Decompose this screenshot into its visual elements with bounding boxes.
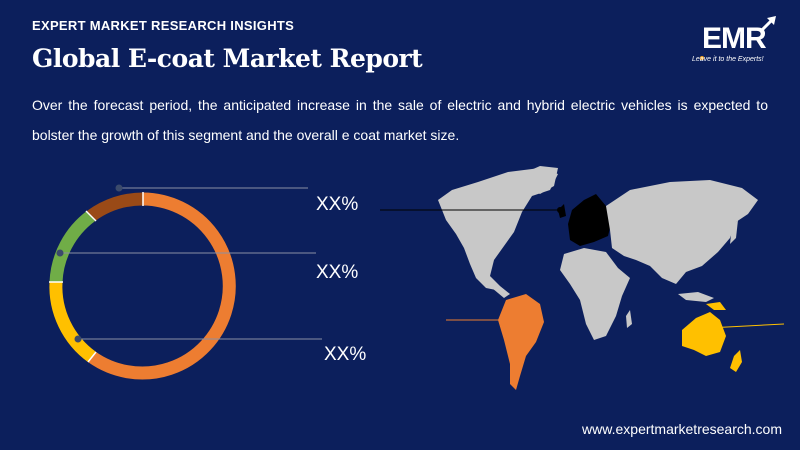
leader-dot-2 <box>56 249 64 257</box>
logo-wordmark: EMR <box>702 22 767 55</box>
map-japan <box>730 220 738 244</box>
logo-tagline: Leave it to the Experts! <box>692 56 764 63</box>
emr-logo[interactable]: EMR Leave it to the Experts! <box>688 12 788 72</box>
map-leader-oceania <box>707 323 785 329</box>
logo-dot <box>700 56 704 60</box>
donut-label-2: XX% <box>316 262 359 283</box>
map-madagascar <box>626 310 632 328</box>
map-dot-europe <box>557 207 563 213</box>
growth-arrow-icon <box>758 16 776 34</box>
donut-segment-brown <box>87 192 144 222</box>
map-australia <box>682 312 726 356</box>
donut-segment-yellow <box>49 281 96 363</box>
world-map <box>380 166 785 390</box>
map-south-america <box>498 294 544 390</box>
map-new-guinea <box>706 302 726 310</box>
leader-dot-1 <box>115 184 123 192</box>
map-asia <box>606 180 758 284</box>
map-new-zealand <box>730 350 742 372</box>
map-central-america <box>490 276 510 298</box>
description-text: Over the forecast period, the anticipate… <box>32 97 768 143</box>
page-title: Global E-coat Market Report <box>32 44 423 73</box>
leader-dot-3 <box>74 335 82 343</box>
donut-segment-orange <box>88 192 236 380</box>
donut-segment-green <box>49 210 96 283</box>
map-europe <box>568 194 612 246</box>
map-indonesia <box>678 292 714 302</box>
website-link[interactable]: www.expertmarketresearch.com <box>582 421 782 437</box>
map-north-america <box>438 168 558 290</box>
map-dot-oceania <box>705 325 711 331</box>
map-africa <box>560 248 630 340</box>
donut-label-3: XX% <box>324 344 367 365</box>
map-greenland <box>522 166 558 194</box>
donut-label-1: XX% <box>316 194 359 215</box>
kicker-text: EXPERT MARKET RESEARCH INSIGHTS <box>32 18 295 33</box>
donut-chart <box>49 184 322 380</box>
